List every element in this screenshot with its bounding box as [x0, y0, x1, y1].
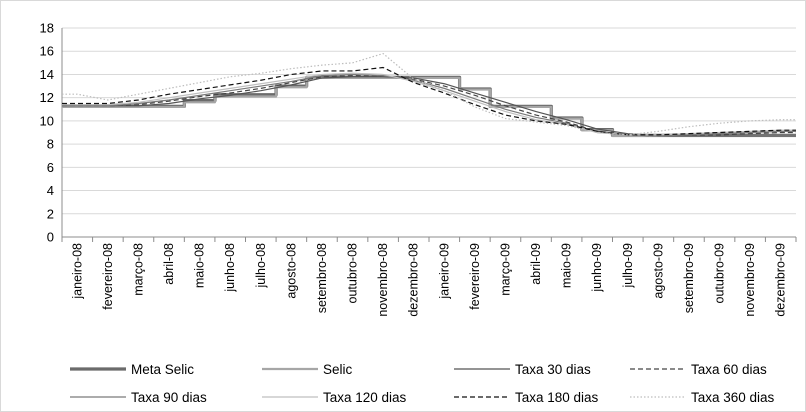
y-axis: 0 2 4 6 8 10 12 14 16 18 — [40, 21, 63, 245]
x-tick-label: novembro-09 — [743, 243, 757, 317]
x-tick-label: dezembro-08 — [407, 243, 421, 317]
y-tick-label: 10 — [40, 113, 54, 128]
legend-label: Taxa 30 dias — [515, 362, 591, 377]
series-line — [62, 66, 796, 136]
y-tick-label: 0 — [47, 230, 54, 245]
y-tick-label: 18 — [40, 21, 54, 36]
x-axis: janeiro-08 fevereiro-08 março-08 abril-08 ma… — [61, 236, 797, 317]
x-tick-label: março-08 — [131, 243, 145, 296]
x-tick-label: dezembro-09 — [774, 243, 788, 317]
x-tick-label: agosto-09 — [651, 243, 665, 299]
x-tick-label: novembro-08 — [376, 243, 390, 317]
y-tick-label: 2 — [47, 206, 54, 221]
legend-label: Taxa 120 dias — [323, 390, 407, 405]
x-tick-label: outubro-09 — [713, 243, 727, 304]
legend-label: Meta Selic — [131, 362, 194, 377]
legend-label: Selic — [323, 362, 353, 377]
legend-label: Taxa 360 dias — [691, 390, 775, 405]
legend-label: Taxa 60 dias — [691, 362, 767, 377]
x-tick-label: setembro-09 — [682, 243, 696, 313]
legend-label: Taxa 90 dias — [131, 390, 207, 405]
x-tick-label: outubro-08 — [346, 243, 360, 304]
series-line — [62, 76, 796, 137]
x-tick-label: junho-08 — [223, 243, 237, 293]
y-tick-label: 6 — [47, 160, 54, 175]
y-tick-label: 4 — [47, 183, 54, 198]
x-tick-label: abril-09 — [529, 243, 543, 285]
x-tick-label: maio-09 — [560, 243, 574, 288]
y-tick-label: 16 — [40, 44, 54, 59]
series-line — [62, 76, 796, 138]
x-tick-label: fevereiro-09 — [468, 243, 482, 310]
x-tick-label: agosto-08 — [284, 243, 298, 299]
x-tick-label: janeiro-09 — [437, 243, 451, 300]
x-tick-label: maio-08 — [193, 243, 207, 288]
series-lines — [62, 52, 796, 138]
x-tick-label: março-09 — [498, 243, 512, 296]
gridlines — [62, 27, 796, 215]
x-tick-label: junho-09 — [590, 243, 604, 293]
x-tick-label: setembro-08 — [315, 243, 329, 313]
x-tick-label: janeiro-08 — [70, 243, 84, 300]
series-line — [62, 75, 796, 137]
series-line — [62, 52, 796, 136]
x-tick-label: abril-08 — [162, 243, 176, 285]
legend-label: Taxa 180 dias — [515, 390, 599, 405]
y-tick-label: 12 — [40, 90, 54, 105]
y-tick-label: 14 — [40, 67, 54, 82]
x-tick-label: julho-09 — [621, 243, 635, 289]
legend: Meta Selic Selic Taxa 30 dias Taxa 60 dias T… — [70, 362, 775, 405]
x-tick-label: fevereiro-08 — [101, 243, 115, 310]
x-tick-label: julho-08 — [254, 243, 268, 289]
y-tick-label: 8 — [47, 137, 54, 152]
